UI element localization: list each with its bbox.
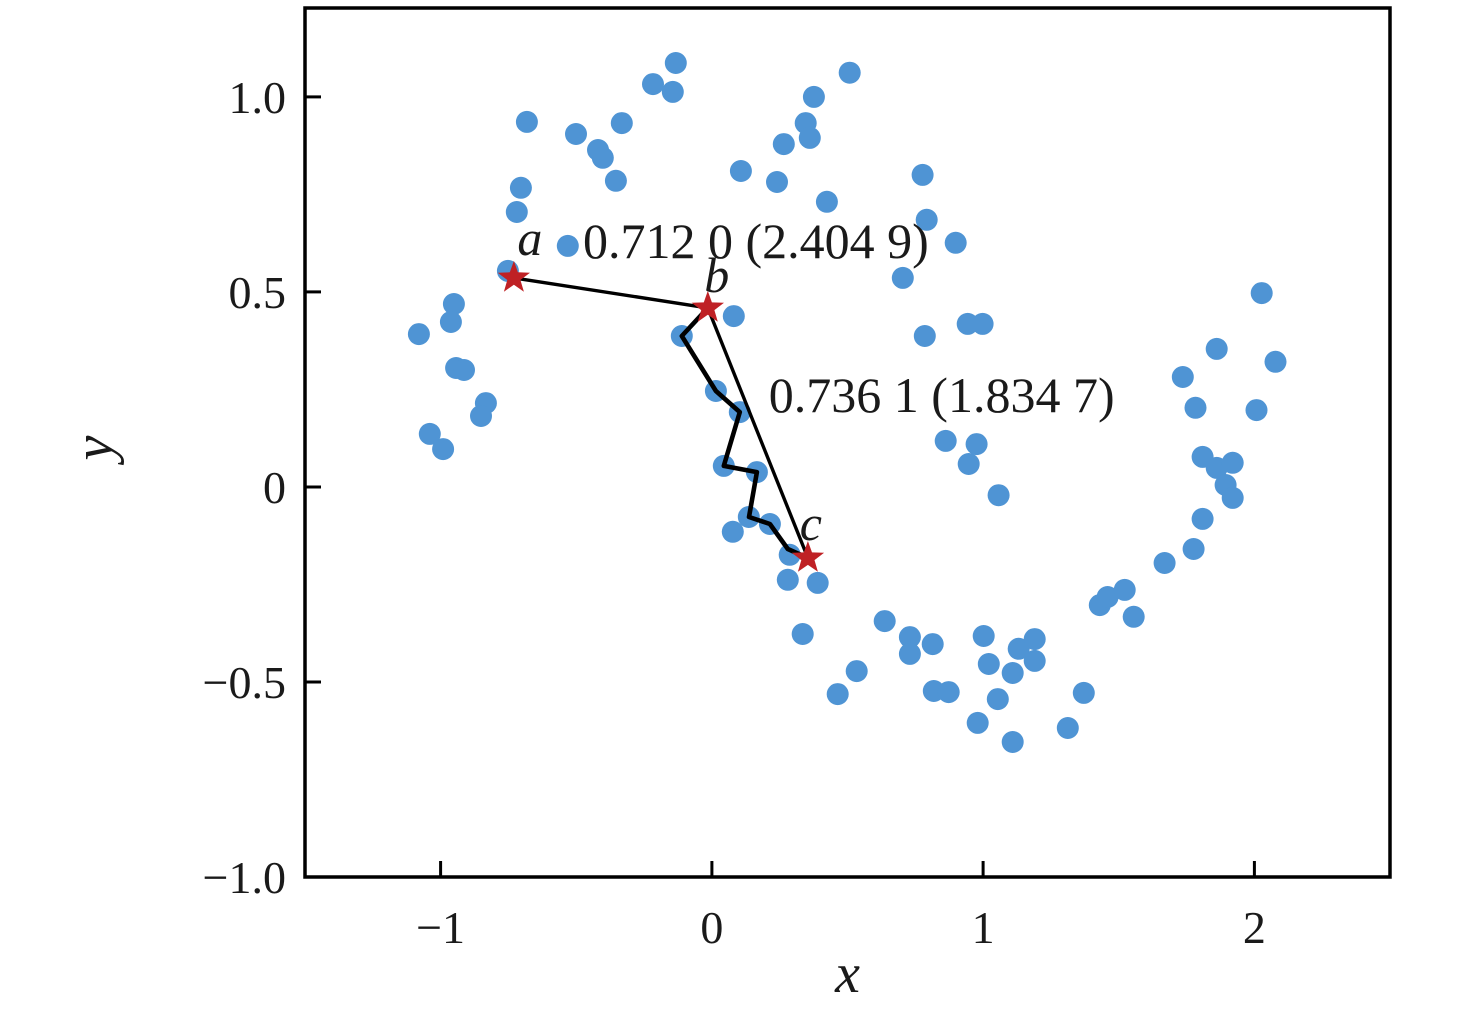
scatter-point <box>642 73 664 96</box>
scatter-point <box>838 61 861 84</box>
scatter-point <box>604 169 627 192</box>
scatter-point <box>1221 451 1244 474</box>
scatter-point <box>977 653 1000 675</box>
scatter-point <box>1245 399 1268 422</box>
scatter-point <box>1001 731 1024 753</box>
scatter-point <box>815 190 838 213</box>
edge-line-a-b <box>513 276 709 310</box>
y-tick-label: 0 <box>263 462 286 513</box>
scatter-point <box>1122 605 1145 628</box>
scatter-point <box>442 293 465 315</box>
scatter-point <box>1205 337 1228 360</box>
edge-line-b-c <box>706 307 810 559</box>
scatter-point <box>957 453 980 475</box>
star-label-b: b <box>704 247 729 303</box>
scatter-point <box>1113 578 1136 601</box>
scatter-point <box>891 266 914 289</box>
scatter-point <box>966 711 989 734</box>
scatter-point <box>721 520 744 543</box>
scatter-point <box>729 160 752 182</box>
scatter-point <box>1250 282 1273 305</box>
scatter-point <box>944 231 967 254</box>
plot-frame <box>303 6 1392 879</box>
scatter-point <box>778 543 801 566</box>
scatter-point <box>898 626 921 649</box>
scatter-point <box>470 405 492 427</box>
scatter-point <box>509 176 532 199</box>
scatter-point <box>921 633 944 656</box>
scatter-point <box>791 623 814 645</box>
scatter-point <box>1184 396 1207 419</box>
scatter-point <box>1023 649 1046 672</box>
scatter-point <box>565 123 587 145</box>
x-tick-label: 1 <box>972 902 995 953</box>
scatter-point <box>1182 538 1205 560</box>
scatter-point <box>802 85 825 108</box>
scatter-point <box>664 52 687 74</box>
y-tick-label: −1.0 <box>203 852 286 903</box>
scatter-point <box>722 305 745 328</box>
y-tick-label: −0.5 <box>203 657 286 708</box>
scatter-point <box>915 208 938 231</box>
scatter-point <box>798 126 821 149</box>
scatter-point <box>1001 662 1024 684</box>
scatter-point <box>1191 507 1214 530</box>
scatter-point <box>766 171 788 193</box>
annotation-2: 0.736 1 (1.834 7) <box>769 367 1115 423</box>
scatter-point <box>1023 628 1046 651</box>
x-axis-label: x <box>834 943 860 1005</box>
scatter-point <box>661 80 684 103</box>
scatter-point <box>515 110 538 133</box>
y-tick-label: 1.0 <box>229 72 287 123</box>
scatter-point <box>772 133 795 156</box>
scatter-point <box>432 438 455 461</box>
scatter-point <box>873 610 896 633</box>
scatter-point <box>407 323 430 346</box>
scatter-point <box>776 568 799 591</box>
scatter-point <box>937 681 960 704</box>
y-axis-label: y <box>63 435 125 465</box>
star-label-c: c <box>800 495 822 551</box>
star-label-a: a <box>517 210 542 266</box>
scatter-point <box>845 660 868 683</box>
star-marker-c <box>791 541 825 572</box>
x-tick-label: −1 <box>416 902 465 953</box>
scatter-point <box>556 234 579 257</box>
scatter-point <box>453 359 475 381</box>
scatter-point <box>971 312 994 335</box>
scatter-point <box>934 429 957 452</box>
scatter-point <box>1007 637 1030 660</box>
scatter-point <box>1264 350 1287 373</box>
scatter-point <box>1221 486 1244 509</box>
scatter-point <box>986 688 1009 711</box>
star-marker-a <box>497 260 530 292</box>
scatter-point <box>439 311 462 333</box>
geodesic-path-line <box>679 305 811 561</box>
scatter-point <box>591 146 614 169</box>
scatter-point <box>826 683 849 706</box>
scatter-point <box>972 625 995 647</box>
y-tick-label: 0.5 <box>229 267 287 318</box>
scatter-point <box>911 163 934 186</box>
scatter-point <box>610 112 633 135</box>
scatter-point <box>965 433 988 456</box>
scatter-point <box>913 325 936 347</box>
scatter-point <box>1096 586 1119 608</box>
x-tick-label: 0 <box>700 902 723 953</box>
x-tick-label: 2 <box>1243 902 1266 953</box>
scatter-point <box>1072 681 1095 704</box>
scatter-point <box>1056 717 1079 739</box>
scatter-point <box>418 422 441 445</box>
scatter-point <box>987 484 1010 507</box>
star-marker-b <box>691 290 724 322</box>
scatter-point <box>1153 552 1176 574</box>
scatter-point <box>806 571 829 594</box>
annotation-1: 0.712 0 (2.404 9) <box>583 213 929 269</box>
scatter-point <box>1171 366 1194 388</box>
scatter-point <box>505 201 528 223</box>
scatter-point <box>898 642 921 665</box>
